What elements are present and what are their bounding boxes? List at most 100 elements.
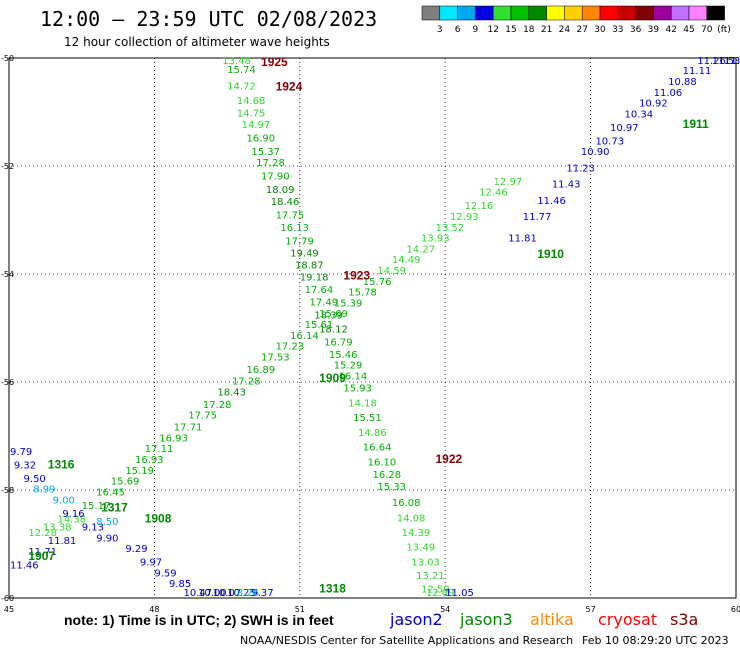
swh-label: 11.95 xyxy=(724,56,740,67)
swh-label: 18.09 xyxy=(266,185,295,196)
swh-label: 12.97 xyxy=(494,177,523,188)
swh-label: 16.89 xyxy=(246,365,275,376)
colorbar-swatch xyxy=(421,5,441,21)
swh-label: 17.28 xyxy=(203,400,232,411)
swh-label: 17.28 xyxy=(232,377,261,388)
swh-label: 9.85 xyxy=(169,579,191,590)
swh-label: 16.10 xyxy=(368,458,397,469)
swh-label: 13.03 xyxy=(411,558,440,569)
chart-subtitle: 12 hour collection of altimeter wave hei… xyxy=(64,35,330,49)
swh-label: 12.16 xyxy=(465,201,494,212)
x-tick-label: 54 xyxy=(440,605,450,614)
colorbar-label: 3 xyxy=(437,25,443,35)
swh-label: 16.64 xyxy=(363,443,392,454)
swh-label: 13.38 xyxy=(43,523,72,534)
colorbar-label: 36 xyxy=(630,25,642,35)
colorbar-label: 39 xyxy=(648,25,660,35)
swh-label: 17.75 xyxy=(188,411,217,422)
colorbar-label: 15 xyxy=(505,25,516,35)
y-tick-label: -50 xyxy=(1,54,14,63)
swh-label: 16.90 xyxy=(246,134,275,145)
pass-time-label: 1318 xyxy=(319,582,346,596)
swh-label: 16.14 xyxy=(339,371,368,382)
pass-time-label: 1908 xyxy=(145,511,172,525)
swh-label: 14.38 xyxy=(57,514,86,525)
swh-label: 11.81 xyxy=(508,234,537,245)
swh-label: 11.23 xyxy=(566,163,595,174)
swh-label: 8.26 xyxy=(237,588,259,599)
swh-label: 17.79 xyxy=(285,236,314,247)
colorbar-label: 27 xyxy=(576,25,587,35)
colorbar-swatch xyxy=(635,5,654,21)
swh-label: 15.19 xyxy=(125,466,154,477)
pass-time-label: 1907 xyxy=(28,549,55,563)
swh-label: 15.74 xyxy=(227,65,256,76)
note-text: note: 1) Time is in UTC; 2) SWH is in fe… xyxy=(64,612,334,628)
swh-label: 16.28 xyxy=(373,470,402,481)
swh-label: 8.99 xyxy=(33,485,55,496)
swh-label: 15.33 xyxy=(377,482,406,493)
swh-label: 11.06 xyxy=(654,88,683,99)
swh-label: 11.43 xyxy=(552,180,581,191)
swh-label: 15.37 xyxy=(251,147,280,158)
swh-label: 15.39 xyxy=(334,298,363,309)
x-tick-label: 57 xyxy=(586,605,596,614)
swh-label: 9.97 xyxy=(140,558,162,569)
color-scale: 3 6 9 12 15 18 21 24 27 30 33 36 39 42 45 70 (ft) xyxy=(421,5,731,35)
swh-label: 10.25 xyxy=(227,588,256,599)
swh-label: 18.43 xyxy=(217,388,246,399)
swh-label: 15.93 xyxy=(343,384,372,395)
swh-label: 15.51 xyxy=(353,413,382,424)
swh-label: 11.46 xyxy=(537,196,566,207)
swh-label: 16.79 xyxy=(324,337,353,348)
colorbar-swatch xyxy=(475,5,494,21)
swh-label: 16.45 xyxy=(96,487,125,498)
colorbar-swatch xyxy=(492,5,512,21)
colorbar-label: 30 xyxy=(594,25,606,35)
swh-label: 13.52 xyxy=(436,223,465,234)
swh-label: 13.49 xyxy=(406,542,435,553)
plot-frame xyxy=(8,57,737,599)
colorbar-label: 6 xyxy=(455,25,461,35)
colorbar-swatch xyxy=(528,5,547,21)
pass-time-label: 1922 xyxy=(436,452,463,466)
swh-label: 9.16 xyxy=(62,509,84,520)
swh-label: 11.77 xyxy=(523,212,552,223)
swh-label: 10.90 xyxy=(581,147,610,158)
swh-label: 17.28 xyxy=(256,158,285,169)
swh-label: 9.59 xyxy=(154,568,176,579)
swh-label: 15.69 xyxy=(319,309,348,320)
swh-label: 18.39 xyxy=(314,310,343,321)
swh-label: 19.49 xyxy=(290,249,319,260)
pass-time-label: 1924 xyxy=(276,79,303,93)
swh-label: 10.92 xyxy=(639,99,668,110)
swh-label: 16.93 xyxy=(159,433,188,444)
colorbar-swatch xyxy=(706,5,725,21)
colorbar-swatch xyxy=(617,5,636,21)
colorbar-label: 45 xyxy=(683,25,694,35)
legend-item-cryosat: cryosat xyxy=(598,610,657,629)
swh-label: 11.81 xyxy=(48,536,77,547)
y-tick-label: -52 xyxy=(1,162,14,171)
swh-label: 10.47 xyxy=(183,588,212,599)
swh-label: 14.39 xyxy=(402,528,431,539)
colorbar-unit: (ft) xyxy=(717,25,731,35)
swh-label: 17.11 xyxy=(145,444,174,455)
swh-label: 11.46 xyxy=(10,560,39,571)
colorbar-label: 21 xyxy=(541,25,552,35)
swh-label: 18.46 xyxy=(271,197,300,208)
swh-label: 11.11 xyxy=(683,66,712,77)
swh-label: 17.49 xyxy=(309,297,338,308)
swh-label: 15.76 xyxy=(363,277,392,288)
swh-label: 9.00 xyxy=(53,496,75,507)
colorbar-swatch xyxy=(653,5,672,21)
y-tick-label: -56 xyxy=(1,378,14,387)
credit-text: NOAA/NESDIS Center for Satellite Applica… xyxy=(240,634,573,647)
swh-label: 10.97 xyxy=(610,123,639,134)
time-labels: 1925 1924 1923 1922 1911 1910 1909 1908 1907 1316… xyxy=(28,55,709,596)
x-tick-label: 45 xyxy=(4,605,14,614)
swh-label: 12.59 xyxy=(421,585,450,596)
swh-label: 15.78 xyxy=(348,288,377,299)
